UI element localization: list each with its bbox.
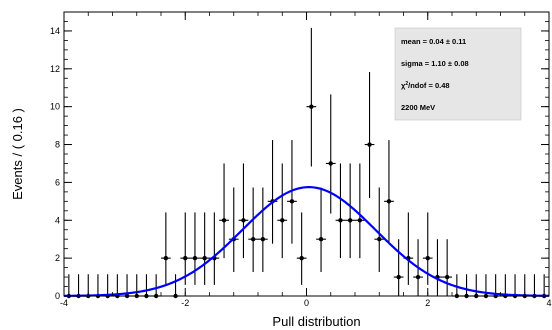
data-point	[161, 212, 171, 285]
data-marker	[183, 255, 188, 261]
data-point	[267, 140, 278, 244]
y-tick-label: 14	[50, 26, 60, 36]
x-tick-label: 0	[304, 298, 309, 308]
data-marker	[377, 237, 382, 242]
data-point	[432, 239, 443, 296]
data-point	[170, 274, 181, 299]
data-marker	[415, 274, 421, 280]
data-point	[248, 187, 258, 272]
data-point	[287, 140, 297, 244]
data-point	[481, 274, 491, 299]
x-axis-title: Pull distribution	[272, 314, 360, 329]
stats-box-background	[394, 27, 522, 121]
data-point	[461, 274, 472, 299]
data-point	[258, 187, 268, 272]
y-tick-label: 6	[55, 177, 60, 187]
y-tick-label: 10	[50, 102, 60, 112]
data-marker	[163, 255, 169, 261]
data-point	[180, 212, 191, 285]
data-marker	[444, 274, 450, 280]
stats-box: mean = 0.04 ± 0.11 sigma = 1.10 ± 0.08 χ…	[394, 27, 522, 121]
gaussian-fit-curve	[63, 186, 550, 297]
data-marker	[318, 237, 324, 242]
stats-energy: 2200 MeV	[401, 103, 435, 112]
data-point	[335, 163, 346, 259]
data-marker	[347, 218, 353, 223]
data-point	[355, 163, 365, 259]
data-marker	[241, 218, 246, 223]
data-marker	[250, 237, 256, 242]
data-marker	[309, 104, 314, 109]
chi-superscript: 2	[405, 81, 408, 87]
data-point	[277, 163, 288, 259]
data-point	[345, 163, 355, 259]
data-marker	[338, 218, 343, 223]
y-axis-title: Events / ( 0.16 )	[10, 108, 25, 200]
chi2-ndof-value: /ndof = 0.48	[408, 81, 449, 90]
data-marker	[221, 218, 227, 223]
stats-sigma: sigma = 1.10 ± 0.08	[401, 59, 469, 68]
data-marker	[386, 199, 392, 204]
data-point	[306, 27, 317, 167]
y-tick-label: 2	[55, 253, 60, 263]
data-point	[316, 187, 326, 272]
x-tick-label: 2	[425, 298, 430, 308]
data-marker	[357, 218, 363, 223]
data-point	[364, 72, 375, 199]
data-marker	[425, 255, 430, 261]
stats-chi2-ndof: χ2/ndof = 0.48	[401, 81, 450, 90]
y-tick-label: 4	[55, 215, 60, 225]
stats-mean: mean = 0.04 ± 0.11	[401, 37, 466, 46]
data-point	[238, 163, 249, 259]
data-marker	[192, 255, 198, 261]
data-marker	[299, 255, 304, 261]
data-point	[384, 140, 394, 244]
data-point	[393, 239, 404, 296]
data-point	[209, 212, 220, 285]
y-tick-label: 8	[55, 140, 60, 150]
x-tick-label: 4	[546, 298, 551, 308]
data-marker	[202, 255, 207, 261]
data-point	[199, 212, 210, 285]
data-marker	[280, 218, 285, 223]
data-point	[228, 187, 239, 272]
y-tick-label: 0	[55, 291, 60, 301]
data-point	[296, 212, 307, 285]
data-point	[374, 187, 385, 272]
data-point	[190, 212, 200, 285]
data-point	[442, 239, 452, 296]
data-point	[403, 212, 414, 285]
data-marker	[396, 274, 401, 280]
x-tick-label: -2	[181, 298, 189, 308]
data-point	[141, 274, 152, 299]
data-marker	[260, 237, 266, 242]
data-marker	[289, 199, 295, 204]
data-marker	[367, 142, 372, 147]
data-point	[219, 163, 229, 259]
x-tick-label: -4	[60, 298, 68, 308]
axes-layer: -4 -2 0 2 4 0 2 4 6 8 10 12 14	[50, 11, 552, 308]
chi-symbol: χ	[401, 81, 406, 90]
y-tick-label: 12	[50, 64, 60, 74]
data-marker	[328, 161, 333, 166]
